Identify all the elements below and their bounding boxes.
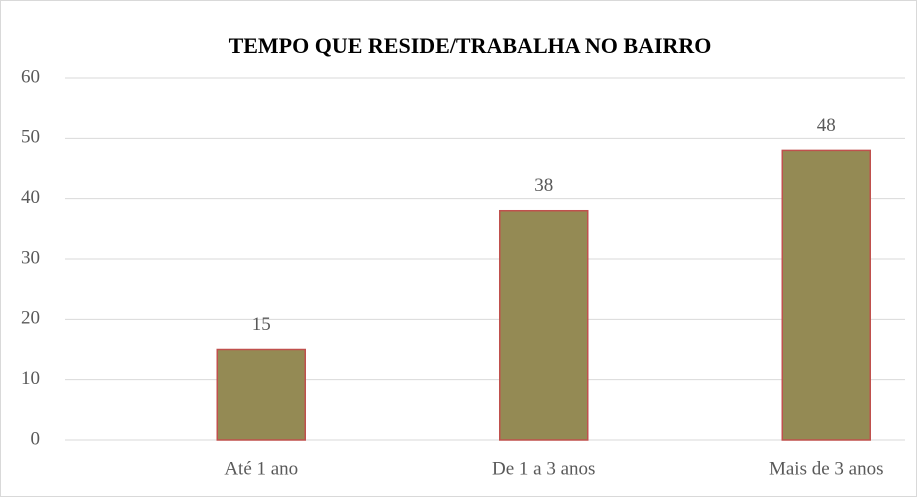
bar xyxy=(499,209,589,441)
y-tick-label: 10 xyxy=(21,368,40,389)
x-tick-label: Mais de 3 anos xyxy=(769,458,884,479)
bar xyxy=(781,149,871,441)
y-tick-label: 40 xyxy=(21,187,40,208)
chart-title: TEMPO QUE RESIDE/TRABALHA NO BAIRRO xyxy=(229,33,712,58)
data-label: 15 xyxy=(252,314,271,335)
x-tick-label: Até 1 ano xyxy=(224,458,298,479)
data-label: 38 xyxy=(534,175,553,196)
y-tick-label: 30 xyxy=(21,247,40,268)
y-tick-label: 20 xyxy=(21,308,40,329)
y-tick-label: 50 xyxy=(21,127,40,148)
bar xyxy=(216,348,306,441)
data-label: 48 xyxy=(817,115,836,136)
x-tick-label: De 1 a 3 anos xyxy=(492,458,595,479)
y-tick-label: 60 xyxy=(21,66,40,87)
y-tick-label: 0 xyxy=(31,428,41,449)
